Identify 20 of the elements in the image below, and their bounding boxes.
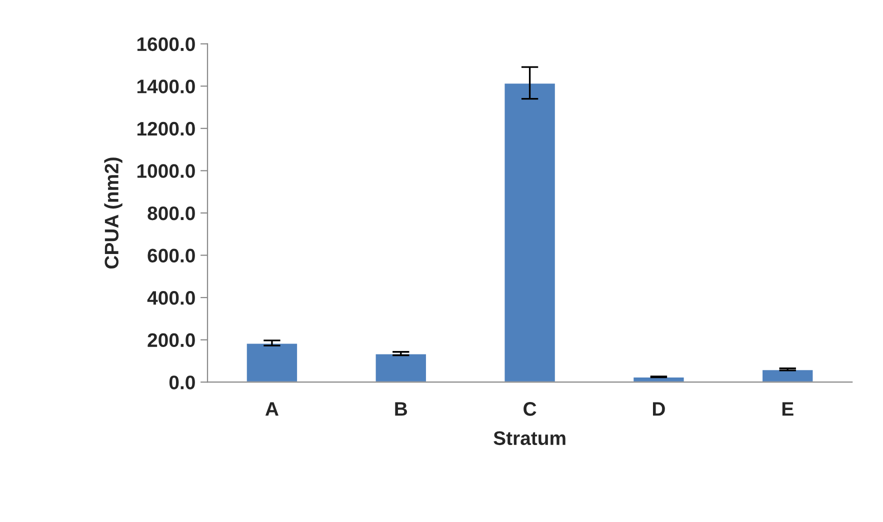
x-axis-title: Stratum (494, 431, 566, 446)
bar (245, 342, 298, 382)
x-tick-label: E (782, 402, 794, 416)
y-tick-label: 1000.0 (137, 164, 195, 178)
y-tick-label: 200.0 (148, 333, 195, 348)
y-tick-label: 800.0 (148, 206, 195, 220)
x-tick-label: C (524, 402, 536, 416)
y-tick-label: 1600.0 (137, 37, 195, 52)
bar (761, 368, 814, 382)
bar (374, 352, 428, 382)
y-axis-title: CPUA (nm2) (104, 158, 122, 269)
x-tick-label: B (395, 402, 408, 416)
y-tick-label: 0.0 (169, 376, 195, 390)
x-tick-label: A (265, 402, 278, 416)
y-tick-label: 600.0 (148, 248, 195, 262)
y-tick-label: 1200.0 (137, 122, 195, 136)
y-tick-label: 400.0 (147, 291, 195, 305)
y-tick-label: 1400.0 (137, 80, 195, 94)
x-tick-label: D (652, 402, 665, 416)
bar (503, 82, 556, 382)
